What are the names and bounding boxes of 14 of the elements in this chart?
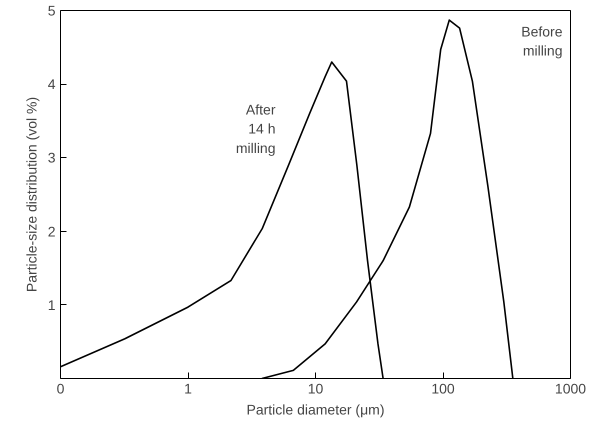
annotation: Before milling — [521, 24, 563, 59]
y-tick-label: 2 — [48, 223, 56, 240]
y-tick-label: 3 — [48, 150, 56, 166]
x-tick-label: 1000 — [554, 380, 586, 396]
x-axis-title: Particle diameter (μm) — [246, 402, 384, 418]
y-tick-label: 1 — [48, 296, 56, 313]
x-tick-label: 100 — [431, 380, 455, 396]
y-tick-label: 5 — [48, 2, 56, 18]
y-tick-label: 4 — [48, 76, 56, 92]
x-tick-label: 10 — [308, 380, 324, 396]
x-tick-label: 0 — [56, 380, 65, 396]
y-axis-title: Particle-size distribution (vol %) — [24, 96, 40, 292]
annotation: After 14 h milling — [236, 102, 276, 156]
x-tick-label: 1 — [184, 380, 192, 396]
